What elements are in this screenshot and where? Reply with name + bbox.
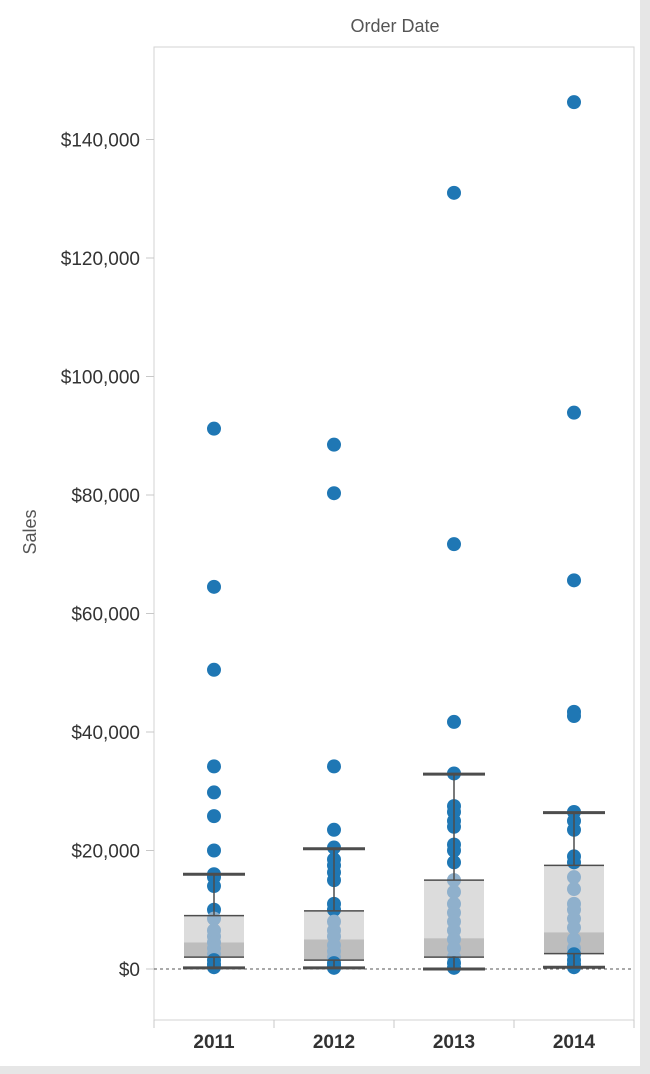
data-point-2014 (567, 709, 581, 724)
y-tick-label: $80,000 (71, 486, 140, 507)
chart-title: Order Date (350, 16, 439, 36)
data-point-2011 (207, 662, 221, 677)
data-point-2012 (327, 437, 341, 452)
y-tick-label: $40,000 (71, 723, 140, 744)
y-tick-label: $100,000 (61, 368, 140, 389)
x-category-label: 2014 (553, 1032, 596, 1053)
data-point-2014 (567, 882, 581, 897)
data-point-2013 (447, 884, 461, 899)
y-tick-label: $140,000 (61, 131, 140, 152)
data-point-2014 (567, 405, 581, 420)
data-point-2014 (567, 573, 581, 588)
data-point-2011 (207, 579, 221, 594)
box-plot-chart: Order Date Sales $0 $20,000 $40,000 $60,000… (20, 16, 635, 1053)
data-point-2011 (207, 759, 221, 774)
data-point-2011 (207, 809, 221, 824)
data-point-2012 (327, 822, 341, 837)
data-point-2014 (567, 920, 581, 935)
data-point-2014 (567, 95, 581, 110)
data-point-2014 (567, 870, 581, 885)
data-point-2011 (207, 843, 221, 858)
x-category-label: 2011 (193, 1032, 235, 1053)
data-point-2012 (327, 486, 341, 501)
data-point-2013 (447, 537, 461, 552)
y-tick-label: $120,000 (61, 249, 140, 270)
y-axis-title: Sales (20, 509, 40, 554)
data-point-2011 (207, 785, 221, 800)
chart-container: Order Date Sales $0 $20,000 $40,000 $60,000… (0, 0, 640, 1066)
data-point-2012 (327, 759, 341, 774)
y-tick-label: $60,000 (71, 605, 140, 626)
x-category-label: 2012 (313, 1032, 355, 1053)
data-point-2011 (207, 421, 221, 436)
plot-area: $0 $20,000 $40,000 $60,000 $80,000 $100,000 $1… (61, 46, 635, 1053)
y-tick-label: $0 (119, 960, 140, 981)
data-point-2013 (447, 185, 461, 200)
y-tick-label: $20,000 (71, 842, 140, 863)
x-category-label: 2013 (433, 1032, 475, 1053)
data-point-2013 (447, 714, 461, 729)
